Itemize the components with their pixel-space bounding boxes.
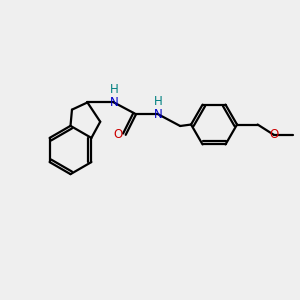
- Text: N: N: [154, 108, 163, 121]
- Text: O: O: [113, 128, 122, 141]
- Text: N: N: [110, 96, 118, 109]
- Text: H: H: [154, 95, 163, 108]
- Text: O: O: [269, 128, 278, 141]
- Text: H: H: [110, 83, 118, 96]
